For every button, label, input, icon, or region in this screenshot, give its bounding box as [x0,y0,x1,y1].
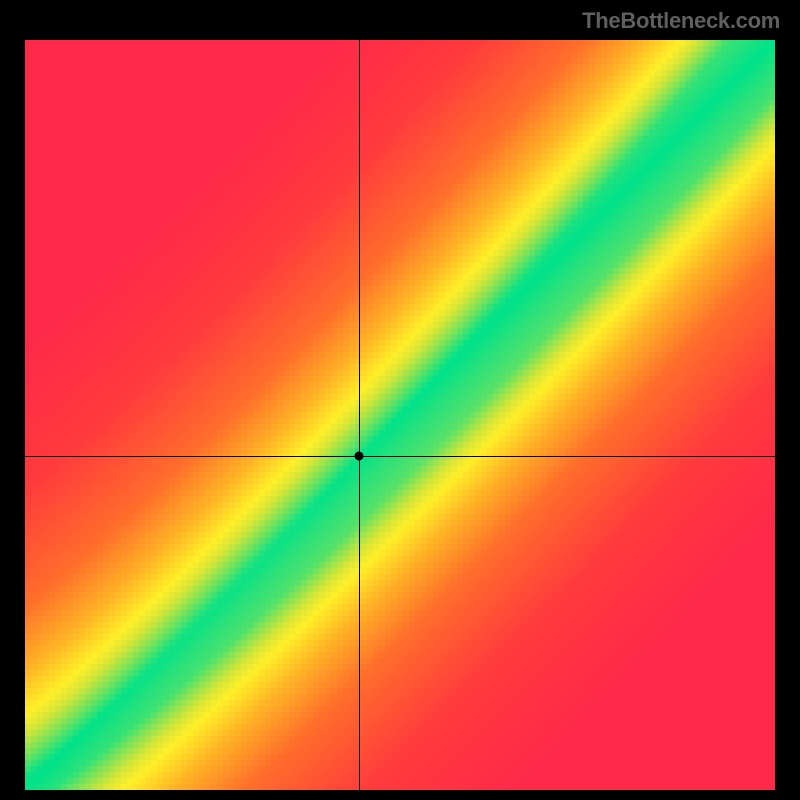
heatmap-canvas [25,40,775,790]
crosshair-horizontal [25,456,775,457]
plot-area [25,40,775,790]
chart-container: TheBottleneck.com [0,0,800,800]
marker-point [354,452,363,461]
crosshair-vertical [359,40,360,790]
watermark-text: TheBottleneck.com [582,8,780,34]
